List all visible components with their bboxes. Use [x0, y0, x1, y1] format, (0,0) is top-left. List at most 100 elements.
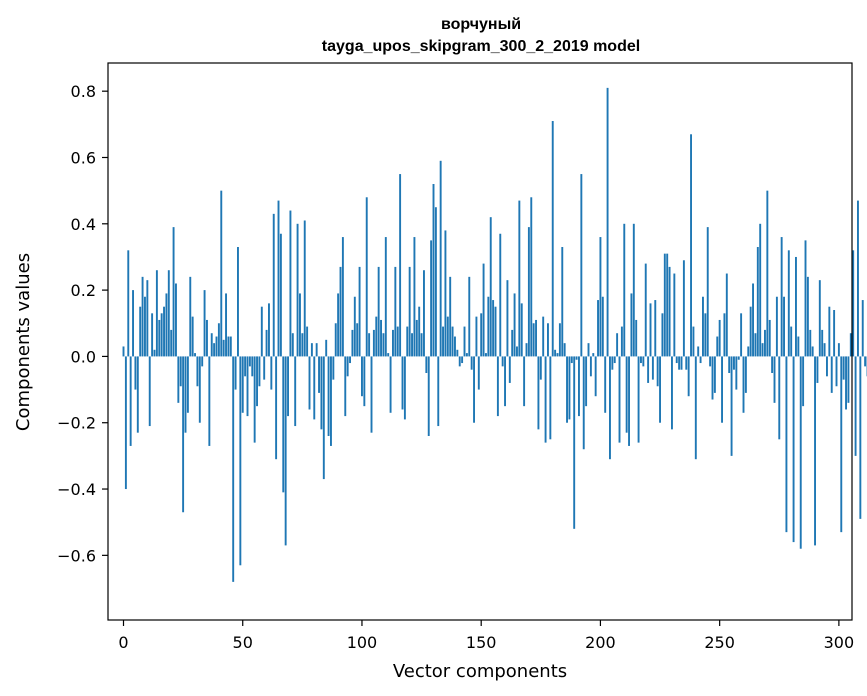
bar-190 [575, 356, 578, 360]
bar-154 [489, 217, 492, 357]
bar-208 [618, 356, 621, 443]
bar-75 [301, 333, 304, 357]
bar-80 [313, 356, 316, 420]
bar-284 [799, 356, 802, 549]
x-tick-label: 250 [704, 633, 735, 652]
bar-272 [771, 356, 774, 373]
bar-22 [175, 283, 177, 357]
bar-145 [468, 276, 471, 357]
bar-277 [783, 296, 785, 357]
bar-12 [151, 313, 154, 357]
bar-309 [859, 356, 862, 519]
x-axis-ticks: 0 50 100 150 200 250 300 [118, 620, 854, 652]
bar-175 [539, 356, 542, 380]
bar-278 [785, 356, 788, 533]
bar-265 [754, 333, 757, 357]
bar-203 [606, 87, 609, 357]
bar-51 [244, 356, 247, 377]
bar-98 [356, 323, 359, 357]
bar-44 [227, 336, 230, 357]
bar-35 [206, 319, 208, 357]
bar-122 [413, 237, 416, 357]
bar-36 [208, 356, 211, 446]
bar-263 [749, 306, 752, 357]
bar-304 [847, 356, 850, 403]
bar-71 [291, 333, 294, 357]
bar-102 [365, 197, 368, 357]
bar-290 [814, 356, 816, 546]
bar-144 [465, 353, 468, 357]
bar-150 [480, 313, 483, 357]
bar-114 [394, 266, 397, 357]
bar-210 [623, 223, 626, 357]
bar-115 [396, 326, 399, 357]
bar-295 [826, 356, 828, 377]
bar-212 [628, 356, 630, 446]
bar-43 [225, 293, 227, 357]
bar-268 [761, 343, 764, 357]
bar-274 [775, 296, 778, 357]
bar-63 [272, 213, 275, 357]
bar-138 [451, 326, 454, 357]
bar-239 [692, 326, 695, 357]
bar-146 [470, 356, 473, 370]
bar-52 [246, 356, 249, 417]
y-tick-label: 0.4 [71, 215, 96, 234]
bar-252 [723, 313, 726, 357]
bar-151 [482, 263, 485, 357]
bar-308 [857, 200, 859, 357]
bar-200 [599, 237, 602, 357]
bar-240 [694, 356, 697, 460]
bar-291 [816, 356, 819, 383]
bar-226 [661, 313, 664, 357]
bar-86 [327, 356, 330, 436]
bar-72 [294, 356, 297, 427]
bar-105 [372, 329, 375, 357]
bar-310 [861, 300, 864, 357]
bar-225 [659, 356, 661, 423]
bar-259 [740, 313, 743, 357]
bar-301 [840, 356, 843, 533]
bar-270 [766, 190, 769, 357]
bar-275 [778, 356, 781, 440]
bar-228 [666, 253, 669, 357]
bar-251 [721, 356, 723, 423]
bar-4 [132, 290, 134, 357]
bar-173 [535, 319, 537, 357]
bar-245 [706, 227, 709, 357]
bar-206 [613, 356, 616, 364]
bar-104 [370, 356, 373, 433]
bar-17 [163, 306, 165, 357]
bar-261 [744, 356, 747, 393]
bar-307 [854, 356, 857, 456]
bar-288 [809, 329, 812, 357]
bar-253 [725, 273, 728, 357]
bar-78 [308, 356, 311, 410]
bar-132 [437, 356, 440, 427]
bar-92 [341, 237, 344, 357]
bar-69 [287, 356, 289, 417]
bar-196 [589, 356, 592, 377]
bar-30 [194, 353, 196, 357]
bar-148 [475, 316, 478, 357]
bar-299 [835, 356, 838, 387]
bar-64 [275, 356, 278, 460]
bar-152 [485, 353, 487, 357]
y-tick-label: 0.0 [71, 347, 96, 366]
bar-264 [752, 283, 754, 357]
bar-9 [144, 296, 146, 357]
bar-76 [303, 220, 306, 357]
bar-126 [423, 270, 425, 357]
bar-233 [678, 356, 681, 370]
bar-139 [454, 336, 456, 357]
bar-158 [499, 233, 502, 357]
bar-124 [418, 306, 421, 357]
bar-18 [165, 293, 168, 357]
bar-249 [716, 336, 719, 357]
bar-160 [504, 356, 506, 407]
bar-243 [702, 296, 704, 357]
bar-0 [122, 346, 125, 357]
bar-136 [446, 316, 449, 357]
bar-164 [513, 293, 516, 357]
x-tick-label: 200 [585, 633, 616, 652]
